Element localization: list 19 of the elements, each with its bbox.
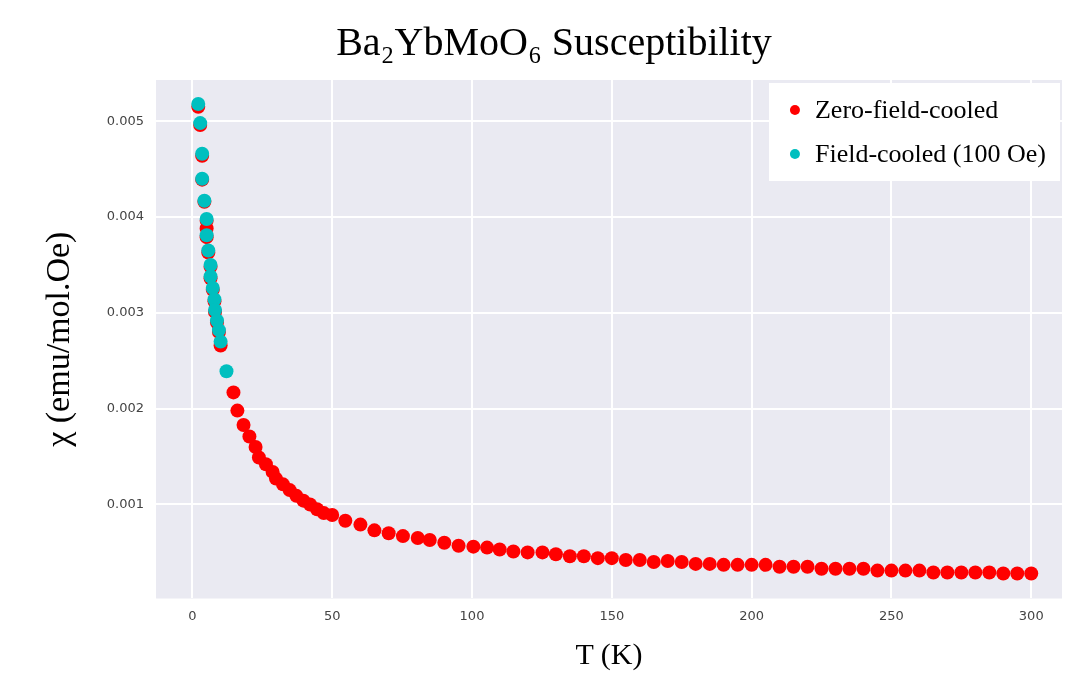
- x-tick-label: 0: [188, 607, 197, 623]
- x-tick-label: 250: [879, 607, 904, 623]
- legend-label: Zero-field-cooled: [814, 94, 999, 124]
- y-tick-label: 0.003: [106, 304, 145, 320]
- y-axis-title: χ (emu/mol.Oe): [39, 231, 78, 448]
- y-tick-label: 0.004: [106, 208, 145, 224]
- point: [213, 334, 228, 349]
- x-tick-label: 300: [1018, 607, 1044, 623]
- x-tick-label: 200: [739, 607, 765, 623]
- chart-title: Ba₂YbMoO₆ Susceptibility: [336, 18, 772, 64]
- x-tick-label: 50: [323, 607, 341, 623]
- x-tick-label: 150: [599, 607, 625, 623]
- x-tick-label: 100: [459, 607, 485, 623]
- x-axis-title: T (K): [575, 636, 643, 671]
- legend-label: Field-cooled (100 Oe): [814, 138, 1046, 168]
- y-tick-label: 0.005: [106, 112, 145, 128]
- y-tick-label: 0.002: [106, 400, 145, 416]
- y-tick-label: 0.001: [106, 495, 145, 511]
- point: [219, 364, 234, 379]
